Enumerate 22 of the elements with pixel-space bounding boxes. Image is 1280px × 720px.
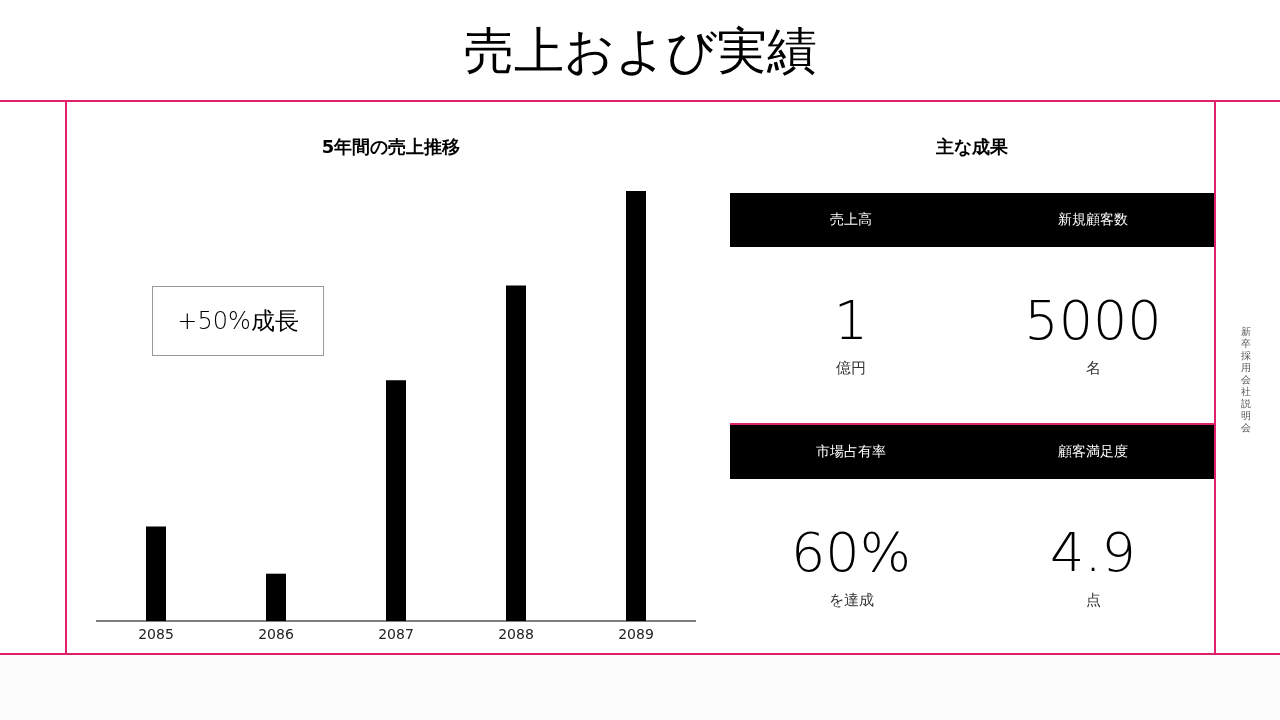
annotation: +50%成長 bbox=[152, 286, 324, 356]
x-tick-label: 2087 bbox=[378, 625, 414, 642]
x-tick-label: 2089 bbox=[618, 625, 654, 642]
text: 億円 bbox=[835, 359, 867, 378]
chart-title: 5年間の売上推移 bbox=[320, 135, 462, 159]
text: 60% bbox=[790, 521, 912, 584]
text: 4.9 bbox=[1049, 521, 1137, 584]
text: 顧客満足度 bbox=[1057, 442, 1129, 461]
text: 新卒採用会社説明会 bbox=[1241, 326, 1251, 433]
text: 市場占有率 bbox=[815, 442, 887, 461]
text: 名 bbox=[1084, 359, 1102, 378]
x-tick-label: 2086 bbox=[258, 625, 294, 642]
text: 5000 bbox=[1023, 289, 1163, 352]
text: 1 bbox=[832, 289, 870, 352]
x-tick-label: 2088 bbox=[498, 625, 534, 642]
text: 主な成果 bbox=[935, 135, 1009, 159]
text: 売上高 bbox=[829, 210, 873, 229]
text: 売上および実績 bbox=[462, 21, 818, 82]
text: 新規顧客数 bbox=[1057, 210, 1129, 229]
text: を達成 bbox=[827, 591, 875, 610]
x-tick-label: 2085 bbox=[138, 625, 174, 642]
text: 点 bbox=[1084, 591, 1102, 610]
